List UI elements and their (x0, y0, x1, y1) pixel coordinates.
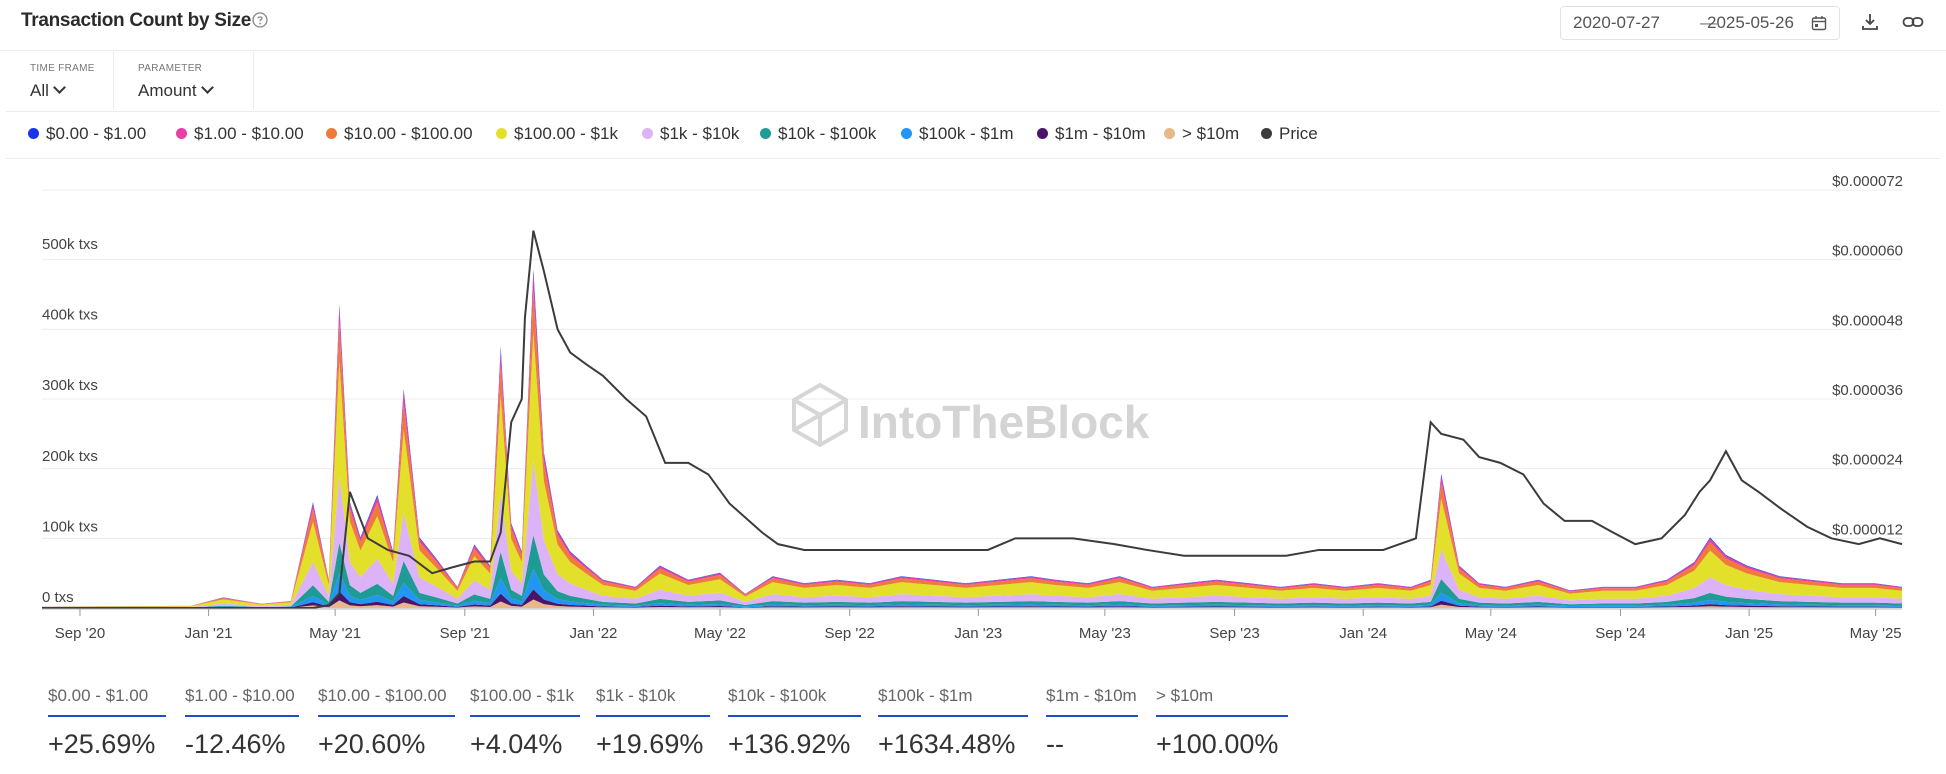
stat-item: $10.00 - $100.00 +20.60% (318, 686, 455, 760)
legend-item[interactable]: $1k - $10k (642, 124, 739, 144)
divider (6, 111, 1940, 112)
watermark-text: IntoTheBlock (858, 396, 1150, 448)
y-left-tick-label: 400k txs (42, 307, 98, 324)
legend-dot (1037, 128, 1048, 139)
date-range-picker[interactable]: 2020-07-27 — 2025-05-26 (1560, 6, 1840, 40)
y-right-tick-label: $0.000060 (1832, 243, 1903, 260)
page-title: Transaction Count by Size (21, 10, 252, 31)
link-icon[interactable] (1902, 12, 1924, 32)
legend-item[interactable]: > $10m (1164, 124, 1239, 144)
y-left-tick-label: 300k txs (42, 377, 98, 394)
legend-dot (642, 128, 653, 139)
x-tick-label: May '23 (1079, 625, 1131, 642)
chevron-down-icon (53, 81, 66, 94)
legend-dot (901, 128, 912, 139)
x-tick-label: Jan '21 (185, 625, 233, 642)
chevron-down-icon (200, 81, 214, 94)
legend-item[interactable]: $10.00 - $100.00 (326, 124, 473, 144)
date-separator: — (1700, 13, 1717, 32)
help-icon[interactable] (252, 12, 268, 28)
time-frame-label: TIME FRAME (30, 63, 95, 74)
x-tick-label: May '25 (1850, 625, 1902, 642)
watermark: IntoTheBlock (792, 382, 1150, 448)
y-right-tick-label: $0.000072 (1832, 173, 1903, 190)
y-left-tick-label: 200k txs (42, 448, 98, 465)
legend-item[interactable]: $10k - $100k (760, 124, 876, 144)
date-end: 2025-05-26 (1707, 13, 1794, 32)
time-frame-select[interactable]: TIME FRAME All (6, 52, 114, 110)
watermark-logo-icon (792, 382, 848, 448)
area-series (42, 535, 1902, 608)
y-left-tick-label: 100k txs (42, 518, 98, 535)
y-right-tick-label: $0.000048 (1832, 312, 1903, 329)
x-tick-label: Sep '23 (1209, 625, 1259, 642)
y-axis-left: 0 txs 100k txs 200k txs 300k txs 400k txs 500… (42, 236, 98, 606)
time-frame-value: All (30, 81, 66, 101)
x-tick-label: Sep '21 (440, 625, 490, 642)
legend-dot (496, 128, 507, 139)
legend-item[interactable]: Price (1261, 124, 1318, 144)
stat-item: $1m - $10m -- (1046, 686, 1138, 759)
download-icon[interactable] (1860, 12, 1880, 32)
parameter-value: Amount (138, 81, 214, 101)
stat-item: $100.00 - $1k +4.04% (470, 686, 580, 760)
parameter-select[interactable]: PARAMETER Amount (113, 52, 254, 110)
stacked-areas (42, 269, 1902, 608)
stat-item: $100k - $1m +1634.48% (878, 686, 1028, 760)
y-right-tick-label: $0.000024 (1832, 452, 1903, 469)
legend-dot (1261, 128, 1272, 139)
y-left-tick-label: 500k txs (42, 236, 98, 253)
x-tick-label: Sep '20 (55, 625, 105, 642)
divider (6, 158, 1940, 159)
area-series (42, 291, 1902, 607)
y-right-tick-label: $0.000036 (1832, 382, 1903, 399)
date-start: 2020-07-27 (1573, 13, 1660, 32)
x-tick-label: Jan '23 (954, 625, 1002, 642)
x-tick-label: Sep '22 (824, 625, 874, 642)
area-series (42, 599, 1902, 608)
y-left-tick-label: 0 txs (42, 589, 74, 606)
legend-dot (760, 128, 771, 139)
x-tick-label: May '21 (309, 625, 361, 642)
price-line (42, 230, 1903, 609)
legend-item[interactable]: $100.00 - $1k (496, 124, 618, 144)
legend-item[interactable]: $1m - $10m (1037, 124, 1146, 144)
x-tick-label: May '22 (694, 625, 746, 642)
area-series (42, 569, 1902, 608)
stat-item: $0.00 - $1.00 +25.69% (48, 686, 166, 760)
calendar-icon (1811, 16, 1827, 31)
stat-item: $1k - $10k +19.69% (596, 686, 710, 760)
x-tick-label: Jan '25 (1725, 625, 1773, 642)
legend-item[interactable]: $1.00 - $10.00 (176, 124, 304, 144)
x-tick-label: May '24 (1465, 625, 1517, 642)
area-series (42, 460, 1902, 608)
stat-item: > $10m +100.00% (1156, 686, 1288, 760)
legend-dot (326, 128, 337, 139)
legend-item[interactable]: $0.00 - $1.00 (28, 124, 146, 144)
legend-dot (1164, 128, 1175, 139)
area-series (42, 589, 1902, 608)
stat-item: $1.00 - $10.00 -12.46% (185, 686, 299, 760)
x-tick-label: Jan '22 (570, 625, 618, 642)
legend-dot (28, 128, 39, 139)
parameter-label: PARAMETER (138, 63, 203, 74)
x-tick-label: Sep '24 (1595, 625, 1645, 642)
transaction-count-chart: IntoTheBlock 0 txs 100k txs 200k txs 300k t… (42, 173, 1903, 642)
y-right-tick-label: $0.000012 (1832, 521, 1903, 538)
x-tick-label: Jan '24 (1339, 625, 1387, 642)
stat-item: $10k - $100k +136.92% (728, 686, 861, 760)
chart-header: Transaction Count by Size 2020-07-27 — 2… (0, 0, 1946, 51)
legend-dot (176, 128, 187, 139)
legend-item[interactable]: $100k - $1m (901, 124, 1014, 144)
y-axis-right: $0.000012 $0.000024 $0.000036 $0.000048 $0.0… (1832, 173, 1903, 538)
price-series-line (42, 230, 1903, 609)
x-axis: Sep '20 Jan '21 May '21 Sep '21 Jan '22 May '… (42, 608, 1902, 642)
area-series (42, 331, 1902, 608)
